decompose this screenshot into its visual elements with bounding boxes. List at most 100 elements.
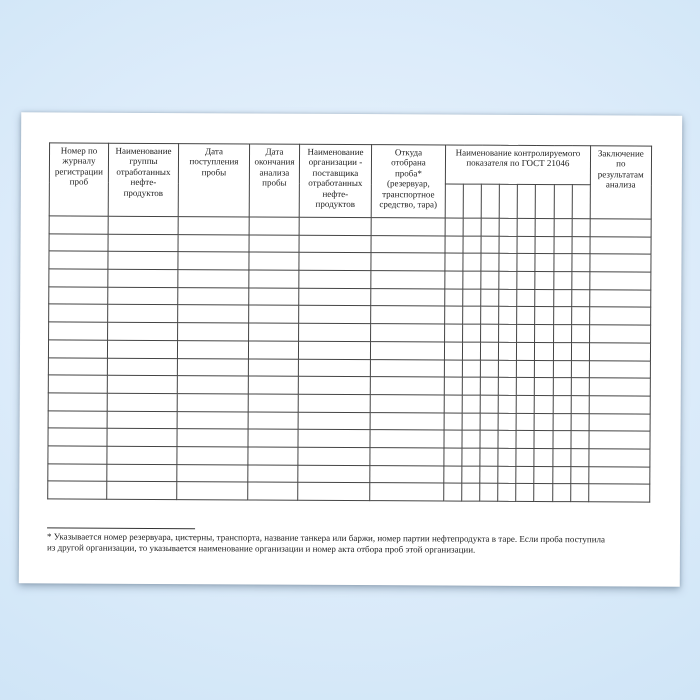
blank-cell bbox=[571, 360, 590, 378]
blank-cell bbox=[107, 357, 178, 376]
blank-cell bbox=[535, 236, 554, 254]
blank-cell bbox=[443, 447, 463, 466]
blank-cell bbox=[571, 236, 590, 255]
blank-cell bbox=[553, 218, 572, 237]
blank-cell bbox=[108, 233, 179, 252]
blank-cell bbox=[49, 233, 109, 252]
blank-cell bbox=[462, 377, 481, 396]
blank-cell bbox=[480, 412, 499, 431]
blank-cell bbox=[462, 271, 482, 289]
blank-cell bbox=[298, 323, 371, 342]
blank-cell bbox=[535, 271, 554, 290]
blank-cell bbox=[248, 305, 299, 324]
blank-cell bbox=[535, 253, 554, 272]
indicator-subcolumn-cell bbox=[445, 183, 464, 219]
blank-cell bbox=[498, 465, 517, 484]
col-header-sample-source: Откуда отобрана проба* (резервуар, транс… bbox=[371, 144, 446, 218]
blank-cell bbox=[462, 412, 481, 431]
blank-cell bbox=[248, 393, 299, 412]
blank-cell bbox=[298, 287, 371, 307]
blank-cell bbox=[299, 234, 372, 253]
blank-cell bbox=[249, 216, 300, 235]
blank-cell bbox=[247, 446, 298, 465]
blank-cell bbox=[444, 377, 463, 395]
blank-cell bbox=[552, 483, 571, 502]
blank-cell bbox=[553, 324, 572, 343]
blank-cell bbox=[176, 481, 248, 500]
blank-cell bbox=[589, 377, 651, 396]
blank-cell bbox=[534, 466, 553, 484]
blank-cell bbox=[370, 376, 445, 395]
blank-cell bbox=[248, 358, 299, 377]
sample-registration-table: Номер по журналу регистрации проб Наимен… bbox=[47, 142, 652, 503]
blank-cell bbox=[462, 288, 482, 307]
blank-cell bbox=[552, 377, 572, 396]
blank-cell bbox=[535, 324, 554, 343]
blank-cell bbox=[517, 218, 536, 237]
blank-cell bbox=[370, 252, 446, 272]
blank-cell bbox=[480, 359, 499, 378]
blank-cell bbox=[247, 429, 299, 448]
blank-cell bbox=[47, 445, 107, 464]
blank-cell bbox=[480, 430, 499, 449]
blank-cell bbox=[176, 446, 248, 465]
blank-cell bbox=[588, 430, 650, 450]
blank-cell bbox=[589, 254, 651, 273]
indicator-subcolumn-cell bbox=[463, 184, 482, 219]
blank-cell bbox=[589, 236, 651, 255]
blank-cell bbox=[370, 288, 445, 307]
blank-cell bbox=[177, 251, 250, 271]
blank-cell bbox=[445, 235, 464, 254]
blank-cell bbox=[248, 252, 300, 271]
blank-cell bbox=[497, 483, 517, 502]
blank-cell bbox=[48, 410, 108, 429]
blank-cell bbox=[552, 395, 571, 414]
col-header-product-group: Наименование группы отработанных нефте- … bbox=[108, 143, 179, 217]
blank-cell bbox=[553, 253, 572, 272]
blank-cell bbox=[370, 341, 445, 360]
blank-cell bbox=[106, 428, 178, 447]
blank-cell bbox=[463, 253, 482, 272]
blank-cell bbox=[498, 342, 517, 360]
blank-cell bbox=[106, 446, 177, 465]
blank-cell bbox=[177, 358, 249, 377]
blank-cell bbox=[534, 448, 553, 467]
blank-cell bbox=[570, 395, 590, 414]
blank-cell bbox=[248, 411, 299, 430]
blank-cell bbox=[299, 217, 372, 236]
blank-cell bbox=[516, 448, 535, 467]
blank-cell bbox=[552, 413, 571, 431]
blank-cell bbox=[589, 289, 651, 308]
blank-cell bbox=[371, 217, 446, 236]
blank-cell bbox=[297, 447, 370, 466]
blank-cell bbox=[107, 322, 178, 341]
blank-cell bbox=[498, 359, 517, 378]
blank-cell bbox=[570, 466, 589, 485]
blank-cell bbox=[107, 251, 179, 270]
blank-cell bbox=[177, 340, 249, 359]
blank-cell bbox=[480, 341, 499, 360]
blank-cell bbox=[247, 482, 298, 501]
col-header-indicator-group: Наименование контролируемого показателя … bbox=[445, 144, 591, 185]
blank-cell bbox=[48, 357, 108, 376]
blank-cell bbox=[480, 324, 499, 343]
blank-cell bbox=[516, 430, 535, 449]
blank-cell bbox=[588, 448, 650, 467]
blank-cell bbox=[571, 324, 590, 343]
col-header-supplier-organization: Наименование организации - поставщика от… bbox=[299, 144, 372, 218]
blank-cell bbox=[248, 323, 299, 342]
blank-cell bbox=[588, 413, 651, 432]
blank-cell bbox=[48, 322, 108, 341]
blank-cell bbox=[517, 236, 536, 254]
blank-cell bbox=[444, 288, 463, 307]
blank-cell bbox=[463, 218, 482, 236]
blank-cell bbox=[516, 465, 535, 484]
indicator-subcolumn-cell bbox=[553, 184, 573, 219]
blank-cell bbox=[498, 324, 518, 343]
blank-cell bbox=[481, 218, 500, 236]
blank-cell bbox=[444, 394, 463, 413]
blank-cell bbox=[480, 306, 500, 325]
blank-cell bbox=[298, 270, 371, 289]
blank-cell bbox=[499, 271, 518, 290]
blank-cell bbox=[369, 482, 444, 501]
